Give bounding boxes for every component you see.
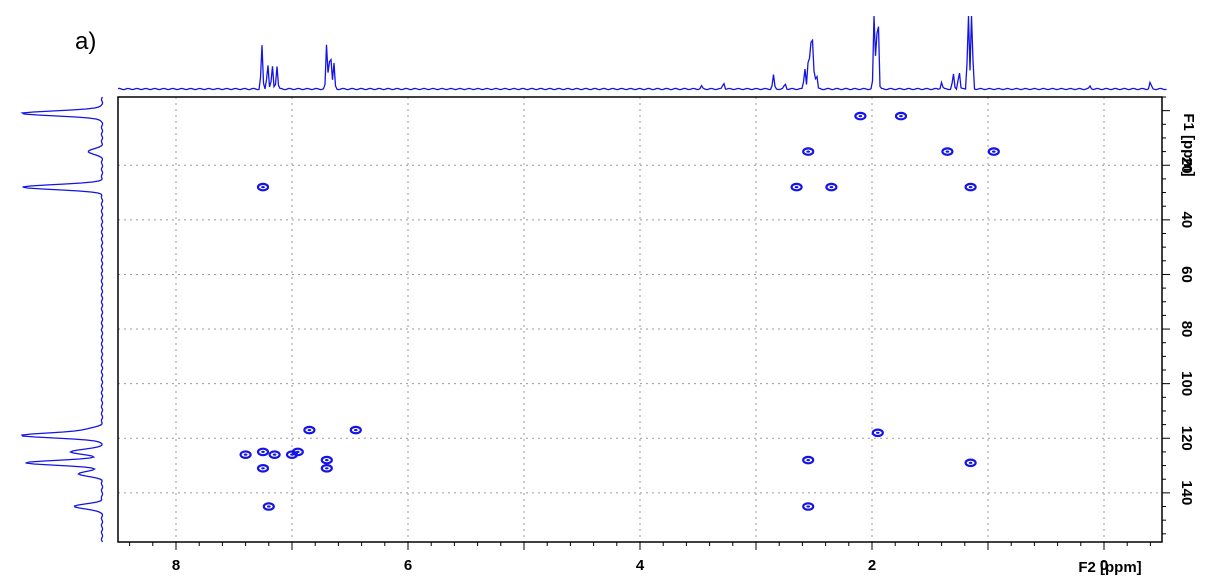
cross-peak xyxy=(802,455,815,465)
y-tick-label: 120 xyxy=(1178,426,1195,451)
cross-peak xyxy=(894,111,908,121)
cross-peak-core xyxy=(806,505,810,508)
panel-label: a) xyxy=(75,28,97,55)
cross-peak-core xyxy=(829,185,834,189)
cross-peak-core xyxy=(267,505,271,508)
cross-peak-core xyxy=(945,150,950,153)
cross-peak xyxy=(987,147,1000,156)
cross-peak xyxy=(854,111,867,121)
y-tick-label: 40 xyxy=(1178,212,1195,229)
cross-peak xyxy=(964,182,977,192)
cross-peak xyxy=(349,425,362,435)
cross-peak xyxy=(871,428,884,438)
cross-peak xyxy=(802,502,815,511)
cross-peak xyxy=(262,502,275,511)
cross-peak-core xyxy=(243,453,248,456)
cross-peak-core xyxy=(296,450,300,454)
cross-peak-core xyxy=(968,185,973,189)
cross-peak xyxy=(303,425,316,435)
cross-peak-core xyxy=(806,458,810,462)
y-axis-ticks: 20 40 60 80 100 120 140 xyxy=(1162,96,1195,535)
cross-peak xyxy=(825,182,838,192)
y-tick-label: 100 xyxy=(1178,371,1195,396)
cross-peak xyxy=(964,458,977,468)
cross-peak xyxy=(802,147,815,156)
cross-peak-core xyxy=(354,428,358,432)
y-tick-label: 20 xyxy=(1178,157,1195,174)
cross-peak xyxy=(256,182,270,192)
cross-peak xyxy=(790,182,803,192)
cross-peak-core xyxy=(899,115,903,118)
f2-projection-line xyxy=(117,15,1167,91)
x-tick-label: 6 xyxy=(404,557,412,574)
cross-peaks xyxy=(239,111,1000,511)
cross-peak-core xyxy=(272,453,277,456)
y-axis-label: F1 [ppm] xyxy=(1180,113,1197,176)
cross-peak-core xyxy=(968,461,973,464)
x-axis-label: F2 [ppm] xyxy=(1078,559,1141,576)
x-tick-label: 4 xyxy=(636,557,645,574)
y-tick-label: 140 xyxy=(1178,480,1195,505)
cross-peak xyxy=(320,455,333,465)
cross-peak xyxy=(320,463,333,473)
cross-peak-core xyxy=(858,115,863,118)
f1-projection-line xyxy=(20,96,104,543)
grid-lines xyxy=(118,97,1162,542)
cross-peak xyxy=(256,447,270,457)
cross-peak-core xyxy=(261,185,265,189)
cross-peak xyxy=(239,450,252,459)
y-tick-label: 60 xyxy=(1178,266,1195,283)
x-tick-label: 2 xyxy=(868,557,876,574)
cross-peak-core xyxy=(325,467,329,470)
cross-peak-core xyxy=(261,467,265,470)
x-tick-label: 0 xyxy=(1100,557,1108,574)
f1-projection-trace xyxy=(20,96,104,543)
x-axis-ticks: 8 6 4 2 0 xyxy=(129,542,1151,574)
y-tick-label: 80 xyxy=(1178,321,1195,338)
cross-peak-core xyxy=(261,450,265,454)
cross-peak-core xyxy=(806,150,810,153)
cross-peak xyxy=(256,463,270,473)
cross-peak xyxy=(291,447,304,457)
cross-peak-core xyxy=(307,428,312,432)
cross-peak xyxy=(268,450,281,459)
cross-peak-core xyxy=(876,431,880,434)
cross-peak xyxy=(941,147,954,156)
cross-peak-core xyxy=(325,458,329,462)
x-tick-label: 8 xyxy=(172,557,180,574)
cross-peak-core xyxy=(992,150,996,153)
f2-projection-trace xyxy=(117,15,1167,91)
cross-peak-core xyxy=(794,185,799,189)
